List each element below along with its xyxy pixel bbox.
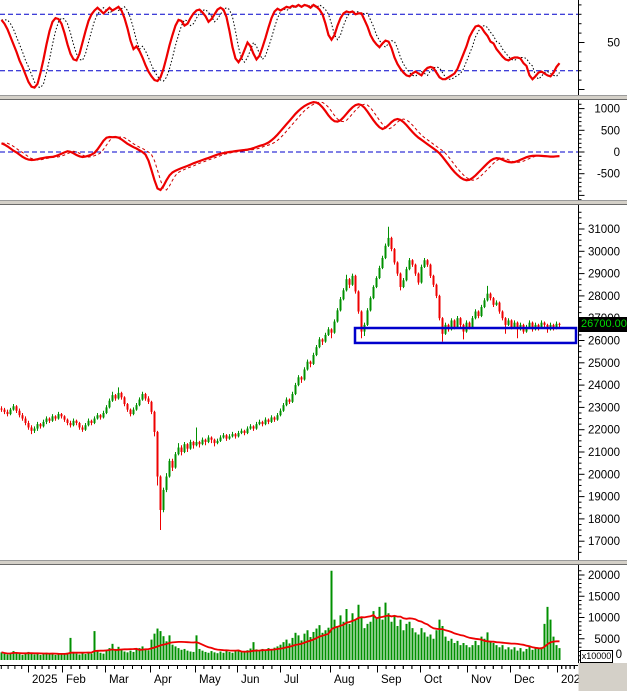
month-label: Nov: [471, 674, 492, 686]
volume-ma-line: [1, 614, 560, 655]
candles-group[interactable]: [0, 226, 561, 531]
axis-tick-label: 23000: [588, 402, 620, 414]
axis-tick-label: 29000: [588, 269, 620, 281]
month-label: Dec: [514, 674, 535, 686]
axis-tick-label: 17000: [588, 536, 620, 548]
axis-tick-label: 24000: [588, 380, 620, 392]
oscillator-panel[interactable]: 1000 500 0 -500: [0, 100, 627, 200]
axis-tick-label: 30000: [588, 246, 620, 258]
month-label: Jul: [284, 674, 299, 686]
volume-panel[interactable]: 20000 15000 10000 5000: [0, 565, 627, 663]
axis-corner: [578, 663, 627, 691]
price-panel[interactable]: 17000 18000 19000 20000 21000 22000 23000 24000…: [0, 205, 627, 560]
axis-tick-label: 10000: [588, 613, 620, 625]
month-label: Mar: [109, 674, 129, 686]
stoch-main-line: [0, 3, 561, 89]
x-axis: 2025 Feb Mar Apr May Jun Jul Aug Sep Oct Nov Dec 202…: [0, 663, 627, 691]
axis-tick-label: 15000: [588, 591, 620, 603]
axis-tick-label: 26000: [588, 336, 620, 348]
last-price-label: 26700.00: [579, 317, 627, 332]
panel-separator[interactable]: [0, 95, 627, 100]
axis-tick-label: 19000: [588, 492, 620, 504]
panel-separator[interactable]: [0, 560, 627, 565]
axis-tick-label: 31000: [588, 224, 620, 236]
axis-tick-label: 22000: [588, 425, 620, 437]
axis-tick-label: 18000: [588, 514, 620, 526]
axis-tick-label: 5000: [594, 634, 620, 646]
volume-zero-label: 0: [615, 649, 622, 661]
axis-tick-label: 20000: [588, 469, 620, 481]
oscillator-main-line: [1, 100, 560, 192]
month-label: Sep: [381, 674, 401, 686]
axis-tick-label: 0: [614, 147, 620, 159]
axis-tick-label: 25000: [588, 358, 620, 370]
stochastic-panel[interactable]: 50: [0, 0, 627, 95]
month-label: May: [199, 674, 221, 686]
axis-tick-label: 50: [607, 38, 620, 50]
volume-unit-label: x10000: [580, 650, 613, 663]
month-label: Oct: [424, 674, 443, 686]
axis-tick-label: -500: [597, 169, 620, 181]
month-label: Apr: [154, 674, 172, 686]
month-label: Aug: [334, 674, 354, 686]
axis-tick-label: 500: [601, 125, 620, 137]
month-label: 2025: [32, 674, 58, 686]
month-label: Jun: [241, 674, 260, 686]
axis-tick-label: 21000: [588, 447, 620, 459]
panel-separator[interactable]: [0, 200, 627, 205]
axis-tick-label: 20000: [588, 570, 620, 582]
volume-bars-group[interactable]: [0, 570, 561, 660]
axis-tick-label: 1000: [594, 104, 620, 116]
support-zone-box[interactable]: [353, 326, 578, 345]
month-label: Feb: [66, 674, 86, 686]
oscillator-signal-line: [1, 101, 560, 191]
stoch-signal-line: [1, 4, 560, 89]
axis-tick-label: 28000: [588, 291, 620, 303]
